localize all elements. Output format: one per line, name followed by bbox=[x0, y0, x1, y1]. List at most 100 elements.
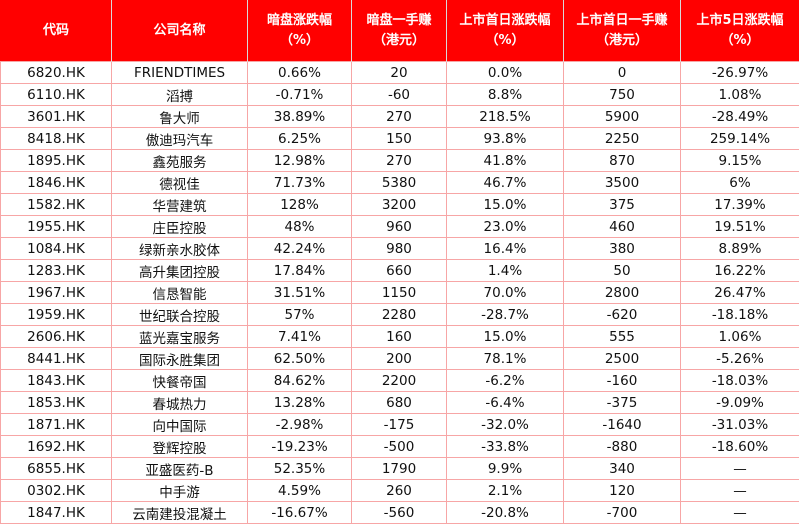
column-header-code: 代码 bbox=[1, 1, 112, 62]
cell-first-day-lot-profit: 0 bbox=[564, 62, 681, 84]
cell-grey-market-change: 42.24% bbox=[248, 238, 352, 260]
header-label: 代码 bbox=[1, 21, 111, 41]
cell-first-day-lot-profit: 870 bbox=[564, 150, 681, 172]
cell-company-name: 国际永胜集团 bbox=[112, 348, 248, 370]
cell-first-day-lot-profit: 2800 bbox=[564, 282, 681, 304]
cell-five-day-change: -26.97% bbox=[681, 62, 799, 84]
cell-five-day-change: 1.08% bbox=[681, 84, 799, 106]
cell-five-day-change: -18.03% bbox=[681, 370, 799, 392]
cell-code: 0302.HK bbox=[1, 480, 112, 502]
cell-five-day-change: — bbox=[681, 480, 799, 502]
cell-company-name: 春城热力 bbox=[112, 392, 248, 414]
cell-five-day-change: 6% bbox=[681, 172, 799, 194]
cell-first-day-lot-profit: -160 bbox=[564, 370, 681, 392]
cell-code: 8418.HK bbox=[1, 128, 112, 150]
cell-grey-market-change: 4.59% bbox=[248, 480, 352, 502]
header-unit: （%） bbox=[681, 31, 799, 51]
cell-first-day-lot-profit: 380 bbox=[564, 238, 681, 260]
cell-first-day-change: 1.4% bbox=[447, 260, 564, 282]
cell-five-day-change: 8.89% bbox=[681, 238, 799, 260]
cell-first-day-lot-profit: -375 bbox=[564, 392, 681, 414]
cell-company-name: 云南建投混凝土 bbox=[112, 502, 248, 524]
header-row: 代码公司名称暗盘涨跌幅（%）暗盘一手赚（港元）上市首日涨跌幅（%）上市首日一手赚… bbox=[1, 1, 799, 62]
cell-first-day-change: 23.0% bbox=[447, 216, 564, 238]
cell-grey-market-change: 17.84% bbox=[248, 260, 352, 282]
header-label: 暗盘一手赚 bbox=[352, 11, 446, 31]
cell-company-name: 德视佳 bbox=[112, 172, 248, 194]
cell-first-day-change: 41.8% bbox=[447, 150, 564, 172]
cell-grey-market-lot-profit: 1150 bbox=[352, 282, 447, 304]
cell-grey-market-change: 48% bbox=[248, 216, 352, 238]
header-unit: （港元） bbox=[352, 31, 446, 51]
cell-grey-market-change: 71.73% bbox=[248, 172, 352, 194]
cell-company-name: 亚盛医药-B bbox=[112, 458, 248, 480]
cell-grey-market-change: -19.23% bbox=[248, 436, 352, 458]
header-unit: （港元） bbox=[564, 31, 680, 51]
cell-five-day-change: -18.18% bbox=[681, 304, 799, 326]
cell-grey-market-lot-profit: 2280 bbox=[352, 304, 447, 326]
cell-company-name: 绿新亲水胶体 bbox=[112, 238, 248, 260]
cell-grey-market-change: 38.89% bbox=[248, 106, 352, 128]
cell-five-day-change: — bbox=[681, 502, 799, 524]
cell-grey-market-change: 84.62% bbox=[248, 370, 352, 392]
cell-company-name: 世纪联合控股 bbox=[112, 304, 248, 326]
cell-first-day-lot-profit: 460 bbox=[564, 216, 681, 238]
cell-grey-market-change: 0.66% bbox=[248, 62, 352, 84]
cell-code: 1692.HK bbox=[1, 436, 112, 458]
cell-first-day-change: -20.8% bbox=[447, 502, 564, 524]
cell-grey-market-change: 52.35% bbox=[248, 458, 352, 480]
cell-grey-market-lot-profit: 1790 bbox=[352, 458, 447, 480]
cell-code: 3601.HK bbox=[1, 106, 112, 128]
cell-first-day-change: 15.0% bbox=[447, 194, 564, 216]
cell-grey-market-lot-profit: 3200 bbox=[352, 194, 447, 216]
cell-company-name: 傲迪玛汽车 bbox=[112, 128, 248, 150]
header-label: 暗盘涨跌幅 bbox=[248, 11, 351, 31]
cell-first-day-lot-profit: 340 bbox=[564, 458, 681, 480]
cell-grey-market-lot-profit: 680 bbox=[352, 392, 447, 414]
cell-code: 1847.HK bbox=[1, 502, 112, 524]
cell-five-day-change: -18.60% bbox=[681, 436, 799, 458]
cell-first-day-change: 16.4% bbox=[447, 238, 564, 260]
cell-first-day-change: 9.9% bbox=[447, 458, 564, 480]
cell-grey-market-lot-profit: 5380 bbox=[352, 172, 447, 194]
cell-five-day-change: -31.03% bbox=[681, 414, 799, 436]
cell-code: 8441.HK bbox=[1, 348, 112, 370]
cell-first-day-lot-profit: 2500 bbox=[564, 348, 681, 370]
cell-grey-market-lot-profit: -175 bbox=[352, 414, 447, 436]
cell-grey-market-lot-profit: -560 bbox=[352, 502, 447, 524]
cell-grey-market-lot-profit: 980 bbox=[352, 238, 447, 260]
cell-company-name: 快餐帝国 bbox=[112, 370, 248, 392]
cell-grey-market-change: 62.50% bbox=[248, 348, 352, 370]
cell-five-day-change: -9.09% bbox=[681, 392, 799, 414]
cell-grey-market-lot-profit: 200 bbox=[352, 348, 447, 370]
cell-grey-market-change: 13.28% bbox=[248, 392, 352, 414]
cell-first-day-change: 2.1% bbox=[447, 480, 564, 502]
cell-five-day-change: 16.22% bbox=[681, 260, 799, 282]
cell-first-day-lot-profit: 120 bbox=[564, 480, 681, 502]
cell-company-name: 庄臣控股 bbox=[112, 216, 248, 238]
cell-first-day-change: -28.7% bbox=[447, 304, 564, 326]
cell-first-day-change: 93.8% bbox=[447, 128, 564, 150]
cell-company-name: 蓝光嘉宝服务 bbox=[112, 326, 248, 348]
column-header-company-name: 公司名称 bbox=[112, 1, 248, 62]
cell-grey-market-lot-profit: 260 bbox=[352, 480, 447, 502]
cell-code: 1853.HK bbox=[1, 392, 112, 414]
cell-code: 6855.HK bbox=[1, 458, 112, 480]
cell-company-name: 滔搏 bbox=[112, 84, 248, 106]
cell-code: 1843.HK bbox=[1, 370, 112, 392]
header-label: 公司名称 bbox=[112, 21, 247, 41]
cell-grey-market-lot-profit: 660 bbox=[352, 260, 447, 282]
header-label: 上市首日涨跌幅 bbox=[447, 11, 563, 31]
cell-grey-market-change: -16.67% bbox=[248, 502, 352, 524]
cell-company-name: 华营建筑 bbox=[112, 194, 248, 216]
